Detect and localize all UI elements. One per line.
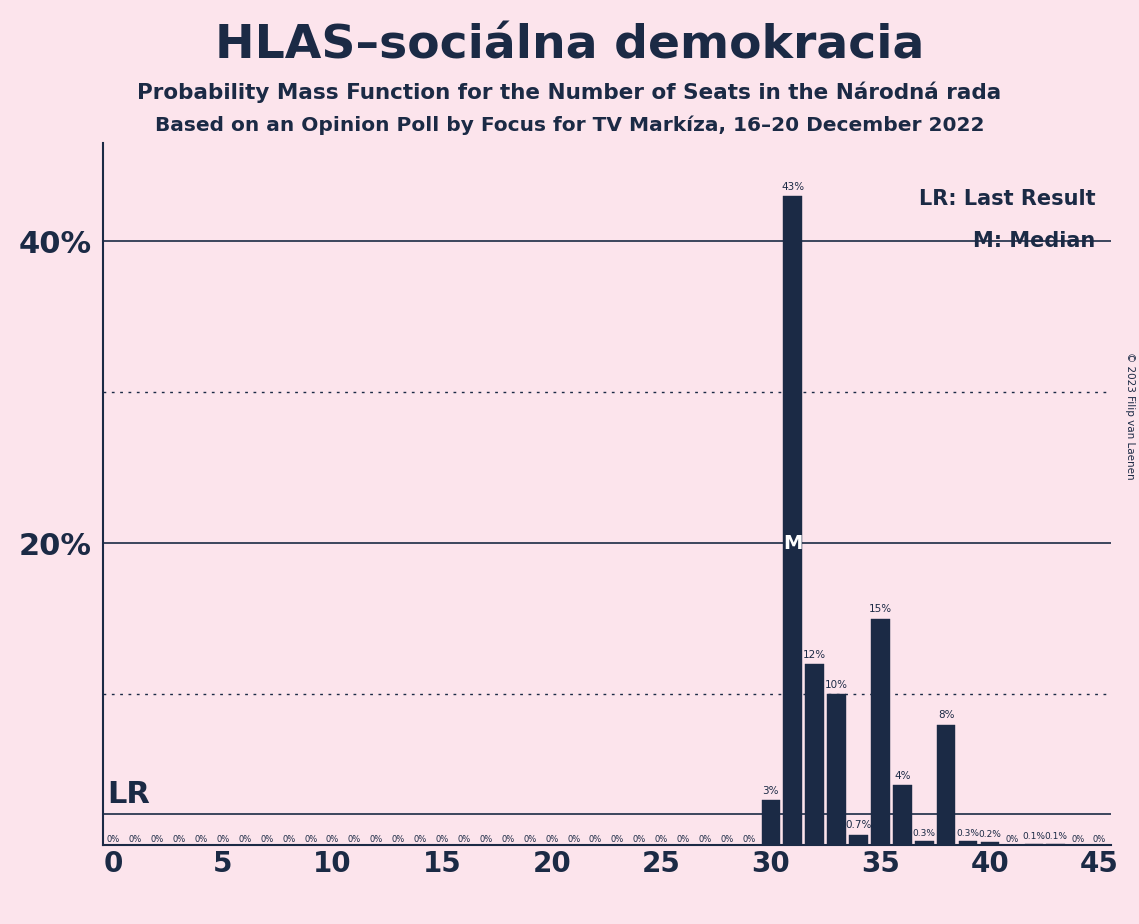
Bar <box>1024 844 1043 845</box>
Text: M: Median: M: Median <box>973 231 1096 251</box>
Bar <box>784 196 802 845</box>
Bar <box>805 664 823 845</box>
Text: 0%: 0% <box>370 835 383 845</box>
Text: 0%: 0% <box>458 835 470 845</box>
Bar <box>959 841 977 845</box>
Text: 0%: 0% <box>1071 835 1084 845</box>
Bar <box>1047 844 1065 845</box>
Text: 0%: 0% <box>129 835 142 845</box>
Text: 0%: 0% <box>655 835 667 845</box>
Text: 0%: 0% <box>611 835 624 845</box>
Text: 0%: 0% <box>743 835 755 845</box>
Text: 4%: 4% <box>894 771 910 781</box>
Bar <box>827 695 846 845</box>
Text: 0%: 0% <box>260 835 273 845</box>
Text: 0.3%: 0.3% <box>912 829 936 838</box>
Text: 0%: 0% <box>698 835 712 845</box>
Text: 0%: 0% <box>304 835 318 845</box>
Bar <box>762 800 780 845</box>
Text: Based on an Opinion Poll by Focus for TV Markíza, 16–20 December 2022: Based on an Opinion Poll by Focus for TV… <box>155 116 984 135</box>
Text: 0%: 0% <box>326 835 339 845</box>
Bar <box>915 841 934 845</box>
Text: 0%: 0% <box>633 835 646 845</box>
Text: 0%: 0% <box>282 835 295 845</box>
Text: 0%: 0% <box>589 835 603 845</box>
Bar <box>981 843 999 845</box>
Text: HLAS–sociálna demokracia: HLAS–sociálna demokracia <box>215 23 924 68</box>
Text: LR: Last Result: LR: Last Result <box>919 188 1096 209</box>
Text: 0%: 0% <box>216 835 230 845</box>
Text: 3%: 3% <box>763 785 779 796</box>
Text: 12%: 12% <box>803 650 826 660</box>
Text: 0%: 0% <box>1093 835 1106 845</box>
Text: 0%: 0% <box>347 835 361 845</box>
Text: 0%: 0% <box>238 835 252 845</box>
Text: 0%: 0% <box>677 835 690 845</box>
Text: 8%: 8% <box>937 711 954 720</box>
Text: 0.3%: 0.3% <box>957 829 980 838</box>
Bar <box>893 785 911 845</box>
Text: 0%: 0% <box>195 835 207 845</box>
Bar <box>850 835 868 845</box>
Text: 0%: 0% <box>392 835 405 845</box>
Text: Probability Mass Function for the Number of Seats in the Národná rada: Probability Mass Function for the Number… <box>138 81 1001 103</box>
Text: 0.1%: 0.1% <box>1023 832 1046 841</box>
Text: 10%: 10% <box>825 680 849 690</box>
Text: 0%: 0% <box>567 835 580 845</box>
Text: 0%: 0% <box>150 835 164 845</box>
Text: 0%: 0% <box>435 835 449 845</box>
Bar <box>937 724 956 845</box>
Text: 0.1%: 0.1% <box>1044 832 1067 841</box>
Text: 0.2%: 0.2% <box>978 831 1001 839</box>
Text: 0%: 0% <box>546 835 558 845</box>
Text: 15%: 15% <box>869 604 892 614</box>
Text: 0%: 0% <box>413 835 427 845</box>
Text: 0%: 0% <box>480 835 493 845</box>
Text: © 2023 Filip van Laenen: © 2023 Filip van Laenen <box>1125 352 1134 480</box>
Text: 43%: 43% <box>781 181 804 191</box>
Text: M: M <box>784 534 803 553</box>
Text: 0.7%: 0.7% <box>845 821 871 831</box>
Text: 0%: 0% <box>1006 835 1018 845</box>
Text: 0%: 0% <box>173 835 186 845</box>
Text: 0%: 0% <box>720 835 734 845</box>
Text: 0%: 0% <box>523 835 536 845</box>
Text: LR: LR <box>107 780 149 809</box>
Text: 0%: 0% <box>501 835 515 845</box>
Bar <box>871 619 890 845</box>
Text: 0%: 0% <box>107 835 120 845</box>
